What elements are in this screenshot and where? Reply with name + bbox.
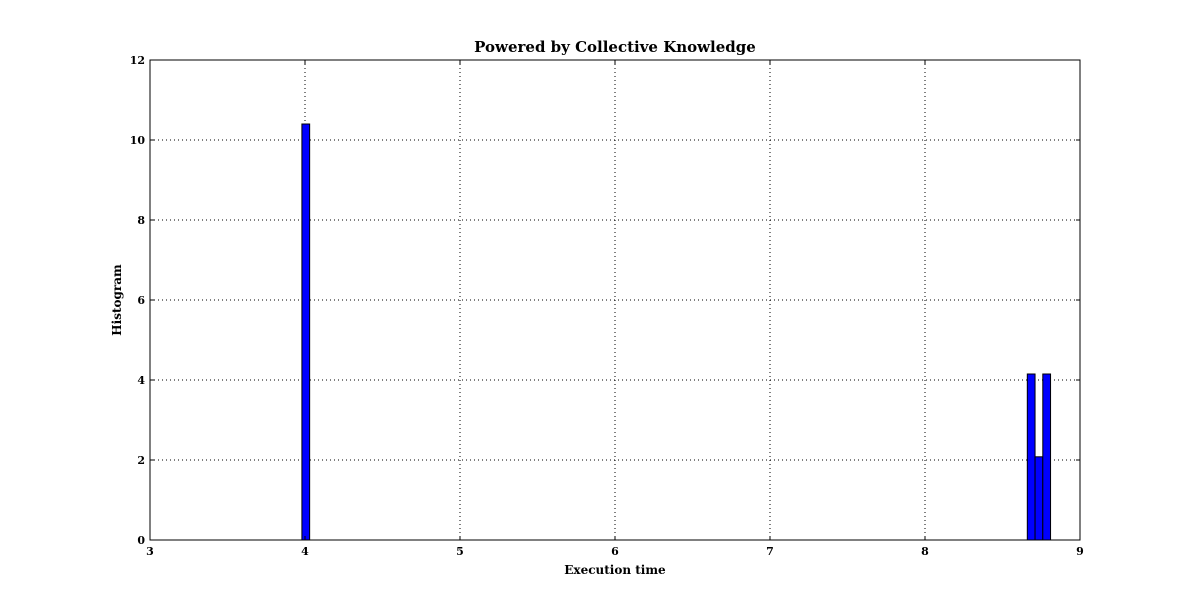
y-tick-label: 8 [137, 214, 145, 227]
x-tick-label: 5 [456, 545, 464, 558]
y-tick-label: 10 [130, 134, 146, 147]
x-tick-label: 7 [766, 545, 774, 558]
x-tick-label: 8 [921, 545, 929, 558]
x-tick-label: 6 [611, 545, 619, 558]
x-tick-label: 3 [146, 545, 154, 558]
y-tick-label: 2 [137, 454, 145, 467]
histogram-bar [301, 123, 311, 541]
tick-layer: 3 4 5 6 7 8 9 0 2 4 6 8 10 12 [130, 54, 1084, 558]
y-axis-label: Histogram [110, 264, 124, 336]
y-tick-label: 6 [137, 294, 145, 307]
histogram-bar [1026, 373, 1036, 541]
x-tick-label: 9 [1076, 545, 1084, 558]
y-tick-label: 0 [137, 534, 145, 547]
y-tick-label: 4 [137, 374, 145, 387]
x-tick-label: 4 [301, 545, 309, 558]
bar-layer [301, 123, 1052, 541]
histogram-bar [1034, 456, 1044, 541]
chart-title: Powered by Collective Knowledge [474, 38, 756, 56]
grid-layer [150, 60, 1080, 540]
x-axis-label: Execution time [564, 563, 666, 577]
histogram-bar [1042, 373, 1052, 541]
y-tick-label: 12 [130, 54, 145, 67]
